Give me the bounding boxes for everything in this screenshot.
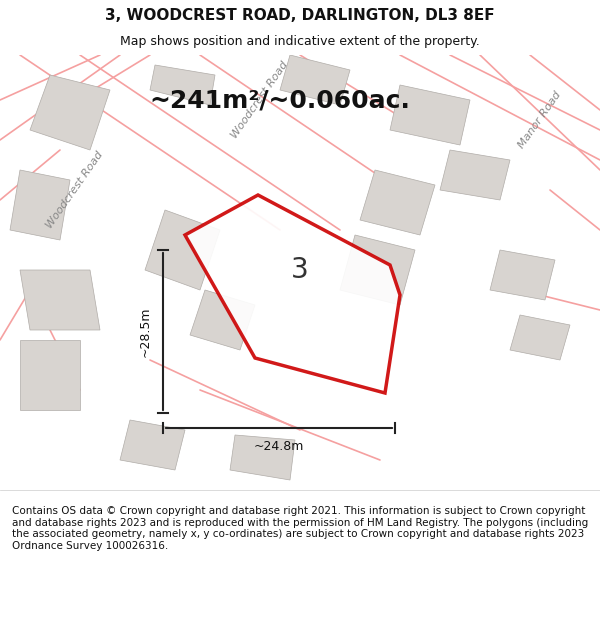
Text: Manor Road: Manor Road xyxy=(517,90,563,150)
Polygon shape xyxy=(145,210,220,290)
Polygon shape xyxy=(230,435,295,480)
Text: Woodcrest Road: Woodcrest Road xyxy=(44,150,106,230)
Polygon shape xyxy=(280,55,350,105)
Text: ~241m²/~0.060ac.: ~241m²/~0.060ac. xyxy=(149,88,410,112)
Polygon shape xyxy=(510,315,570,360)
Polygon shape xyxy=(440,150,510,200)
Polygon shape xyxy=(10,170,70,240)
Text: Map shows position and indicative extent of the property.: Map shows position and indicative extent… xyxy=(120,35,480,48)
Polygon shape xyxy=(185,195,400,393)
Polygon shape xyxy=(120,420,185,470)
Text: 3: 3 xyxy=(291,256,309,284)
Text: ~28.5m: ~28.5m xyxy=(139,306,151,357)
Polygon shape xyxy=(30,75,110,150)
Polygon shape xyxy=(360,170,435,235)
Polygon shape xyxy=(490,250,555,300)
Polygon shape xyxy=(190,290,255,350)
Polygon shape xyxy=(340,235,415,305)
Polygon shape xyxy=(20,270,100,330)
Polygon shape xyxy=(390,85,470,145)
Text: Woodcrest Road: Woodcrest Road xyxy=(230,60,290,140)
Text: Contains OS data © Crown copyright and database right 2021. This information is : Contains OS data © Crown copyright and d… xyxy=(12,506,588,551)
Polygon shape xyxy=(150,65,215,105)
Text: ~24.8m: ~24.8m xyxy=(254,439,304,452)
Polygon shape xyxy=(20,340,80,410)
Text: 3, WOODCREST ROAD, DARLINGTON, DL3 8EF: 3, WOODCREST ROAD, DARLINGTON, DL3 8EF xyxy=(105,8,495,23)
